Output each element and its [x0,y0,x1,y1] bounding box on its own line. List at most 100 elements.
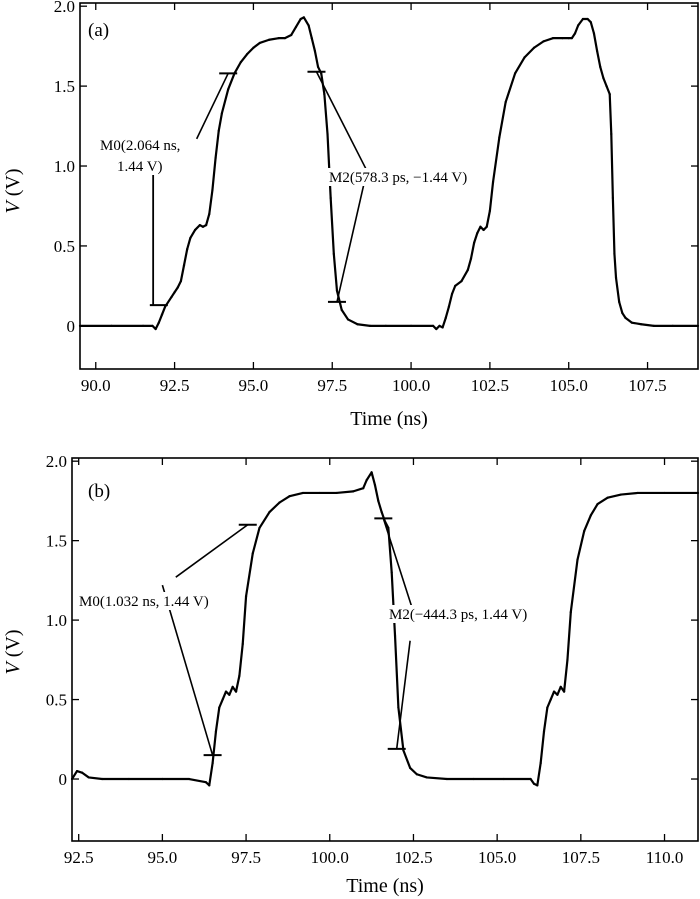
panel-a-chart: 90.0 92.5 95.0 97.5 100.0 102.5 105.0 107.5 0 0.5… [2,0,700,430]
waveform-point [151,324,154,327]
waveform-point [299,17,302,21]
waveform-point [624,316,627,319]
plot-frame-a [79,2,699,370]
waveform-point [101,777,104,781]
waveform-point [460,280,463,283]
x-tick-label: 107.5 [628,376,666,395]
waveform-point [567,37,570,40]
waveform-point [384,324,387,327]
waveform-point [577,24,580,27]
x-tick-label: 105.0 [550,376,588,395]
waveform-point [329,196,332,200]
waveform-point [596,502,599,506]
waveform-point [491,180,495,184]
y-tick-label: 0.5 [54,237,75,256]
waveform-point [551,37,555,40]
waveform-point [450,292,454,295]
waveform-point [176,286,179,289]
waveform-point [488,209,491,212]
waveform-point [211,762,214,765]
waveform-point [606,496,609,499]
waveform-point [569,611,572,614]
waveform-point [224,690,228,693]
waveform-point [630,321,633,324]
y-axis-title: V (V) [2,169,24,214]
x-tick-label: 92.5 [64,848,94,867]
waveform-point [208,212,211,216]
m2-annotation-text: M2(−444.3 ps, 1.44 V) [389,607,527,623]
waveform-point [466,268,469,272]
waveform-point [201,225,205,228]
waveform-point [476,232,479,235]
waveform-point [432,324,435,327]
waveform-point [313,49,316,53]
waveform-point [539,762,542,765]
waveform-point [258,41,261,45]
waveform-point [592,32,596,35]
waveform-point [170,295,173,299]
y-tick-label: 0 [59,770,68,789]
waveform-point [268,38,271,41]
x-tick-label: 110.0 [646,848,684,867]
waveform-point [435,327,438,331]
waveform-point [602,77,605,80]
waveform-point [127,777,131,781]
waveform-point [573,32,577,35]
waveform-point [613,252,616,256]
waveform-point [326,132,329,136]
m2-label-bg [387,605,530,623]
m0-annotation-text: 1.44 V) [117,159,163,175]
waveform-point [160,313,164,316]
waveform-point [549,698,552,701]
waveform-point [498,136,501,139]
waveform-point [532,46,536,49]
waveform-point [335,491,338,495]
waveform-point [611,196,614,200]
waveform-point [246,53,249,56]
waveform-point [542,730,546,733]
panel-label: (a) [88,20,109,41]
waveform-point [346,318,350,321]
waveform-point [583,530,586,533]
waveform-point [161,777,164,781]
x-axis-title: Time (ns) [346,875,424,897]
x-tick-label: 107.5 [562,848,600,867]
waveform-point [502,777,505,781]
waveform-point [110,324,113,327]
waveform-point [445,777,449,781]
waveform-point [252,46,255,49]
waveform-point [559,685,562,688]
m2-annotation-text: M2(578.3 ps, −1.44 V) [329,170,467,186]
waveform-point [283,37,287,40]
plot-frame-b [71,457,699,842]
waveform-point [288,495,291,498]
y-tick-label: 1.5 [54,77,75,96]
waveform-point [504,100,507,104]
waveform-point [70,777,74,781]
waveform-point [589,21,592,24]
waveform-point [301,491,305,495]
y-tick-label: 1.0 [54,157,75,176]
x-tick-label: 100.0 [392,376,430,395]
m2-pointer-line [382,518,415,613]
waveform-point [671,324,674,327]
waveform-point [241,642,244,646]
y-tick-label: 1.5 [46,532,67,551]
waveform-point [182,264,186,267]
x-tick-label: 97.5 [317,376,347,395]
y-axis-unit: (V) [2,630,24,663]
waveform-point [228,693,231,696]
waveform-point [214,730,218,733]
m0-label-bg [115,157,165,175]
waveform-point [141,324,145,327]
m0-pointer-line [195,72,229,140]
waveform-point [566,658,569,661]
waveform-point [78,324,82,327]
m2-pointer-line [395,640,411,749]
y-tick-label: 2.0 [54,0,75,16]
waveform-point [447,305,451,308]
waveform-point [652,324,655,327]
x-tick-label: 97.5 [231,848,261,867]
waveform-point [377,499,380,503]
